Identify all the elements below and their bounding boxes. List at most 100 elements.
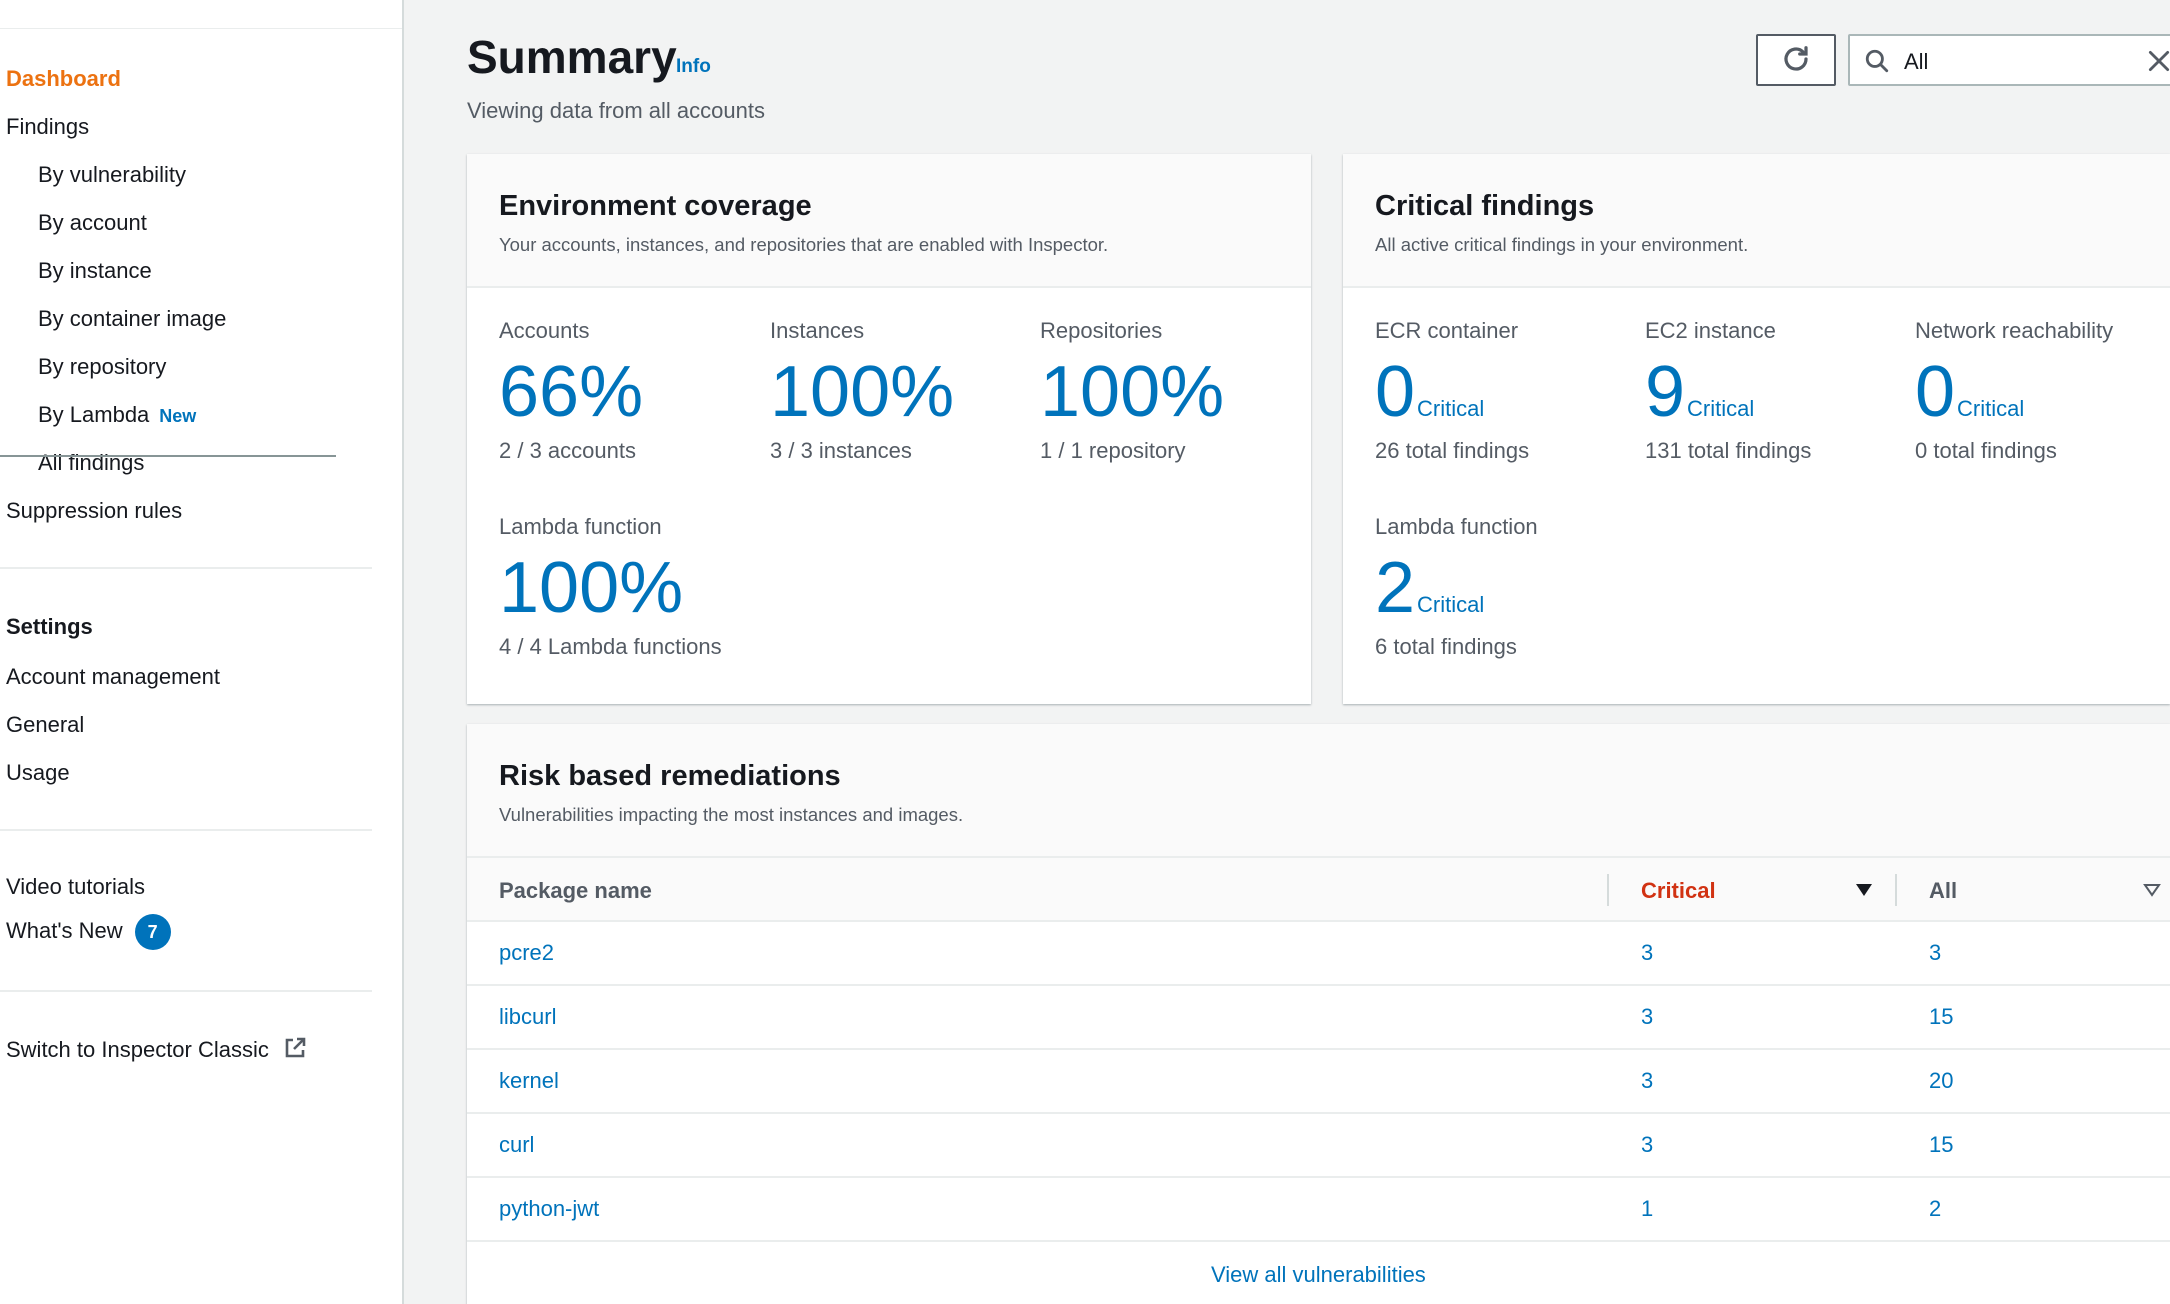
card-description: Vulnerabilities impacting the most insta…	[499, 804, 964, 825]
sidebar-item-usage[interactable]: Usage	[6, 760, 70, 785]
critical-label: Critical	[1417, 592, 1485, 617]
page-title: Summary	[467, 31, 677, 83]
caret-down-outline-icon[interactable]	[2143, 882, 2161, 898]
sidebar-item-account-management[interactable]: Account management	[6, 664, 221, 689]
card-title: Critical findings	[1375, 190, 1595, 222]
metric-value: 66%	[499, 352, 644, 432]
metric-ec2-instance[interactable]: EC2 instance 9Critical 131 total finding…	[1645, 318, 1905, 464]
all-count-link[interactable]: 3	[1929, 940, 1942, 965]
critical-count-link[interactable]: 3	[1641, 940, 1654, 965]
metric-label: Repositories	[1040, 318, 1163, 343]
column-separator	[1607, 874, 1609, 906]
sidebar-divider	[0, 829, 372, 831]
sidebar-item-general[interactable]: General	[6, 712, 85, 737]
account-filter-search[interactable]: All	[1848, 34, 2170, 86]
metric-subtext: 131 total findings	[1645, 438, 1812, 463]
metric-subtext: 2 / 3 accounts	[499, 438, 636, 463]
card-description: All active critical findings in your env…	[1375, 234, 1749, 255]
table-row: pcre2 3 3	[467, 922, 2170, 986]
critical-label: Critical	[1957, 396, 2025, 421]
all-count-link[interactable]: 2	[1929, 1196, 1942, 1221]
metric-subtext: 6 total findings	[1375, 634, 1517, 659]
table-row: kernel 3 20	[467, 1050, 2170, 1114]
sidebar-item-dashboard[interactable]: Dashboard	[6, 66, 121, 91]
search-input-value[interactable]: All	[1904, 49, 1929, 74]
card-header: Environment coverage Your accounts, inst…	[467, 154, 1311, 288]
critical-count-link[interactable]: 3	[1641, 1068, 1654, 1093]
sidebar-item-all-findings[interactable]: All findings	[38, 450, 145, 475]
critical-count-link[interactable]: 1	[1641, 1196, 1654, 1221]
sidebar-divider	[0, 990, 372, 992]
external-link-icon	[283, 1036, 307, 1060]
column-header-all[interactable]: All	[1929, 878, 1958, 903]
package-name-link[interactable]: python-jwt	[499, 1196, 600, 1221]
sidebar-item-switch-classic[interactable]: Switch to Inspector Classic	[6, 1036, 307, 1063]
critical-findings-card: Critical findings All active critical fi…	[1343, 154, 2170, 704]
sidebar-item-suppression-rules[interactable]: Suppression rules	[6, 498, 183, 523]
metric-label: Network reachability	[1915, 318, 2114, 343]
metric-subtext: 3 / 3 instances	[770, 438, 912, 463]
close-icon[interactable]	[2146, 48, 2170, 74]
metric-lambda-function: Lambda function 100% 4 / 4 Lambda functi…	[499, 514, 899, 660]
metric-number: 0	[1375, 352, 1416, 432]
metric-label: Instances	[770, 318, 865, 343]
info-link[interactable]: Info	[676, 56, 711, 77]
card-description: Your accounts, instances, and repositori…	[499, 234, 1109, 255]
metric-value[interactable]: 0Critical	[1375, 356, 1635, 428]
refresh-button[interactable]	[1756, 34, 1836, 86]
new-badge: New	[159, 406, 197, 426]
metric-ecr-container[interactable]: ECR container 0Critical 26 total finding…	[1375, 318, 1635, 464]
sidebar-top-divider	[0, 28, 402, 29]
column-header-package-name[interactable]: Package name	[499, 878, 652, 903]
metric-value: 100%	[499, 548, 684, 628]
metric-network-reachability[interactable]: Network reachability 0Critical 0 total f…	[1915, 318, 2170, 464]
sidebar-item-by-account[interactable]: By account	[38, 210, 147, 235]
critical-count-link[interactable]: 3	[1641, 1004, 1654, 1029]
card-header: Critical findings All active critical fi…	[1343, 154, 2170, 288]
package-name-link[interactable]: libcurl	[499, 1004, 557, 1029]
metric-value: 100%	[1040, 352, 1225, 432]
package-name-link[interactable]: curl	[499, 1132, 535, 1157]
column-header-critical[interactable]: Critical	[1641, 878, 1716, 903]
sidebar-item-by-container-image[interactable]: By container image	[38, 306, 227, 331]
all-count-link[interactable]: 15	[1929, 1132, 1954, 1157]
page-subtitle: Viewing data from all accounts	[467, 98, 765, 123]
metric-instances: Instances 100% 3 / 3 instances	[770, 318, 1030, 464]
metric-label: EC2 instance	[1645, 318, 1776, 343]
caret-down-filled-icon[interactable]	[1855, 882, 1873, 898]
metric-lambda-function[interactable]: Lambda function 2Critical 6 total findin…	[1375, 514, 1635, 660]
critical-label: Critical	[1687, 396, 1755, 421]
metric-value[interactable]: 2Critical	[1375, 552, 1635, 624]
card-title: Environment coverage	[499, 190, 812, 222]
sidebar-item-whats-new[interactable]: What's New 7	[6, 914, 171, 950]
risk-remediations-card: Risk based remediations Vulnerabilities …	[467, 724, 2170, 1304]
metric-label: Lambda function	[1375, 514, 1538, 539]
sidebar-scroll-indicator	[0, 455, 336, 457]
metric-value: 100%	[770, 352, 955, 432]
metric-repositories: Repositories 100% 1 / 1 repository	[1040, 318, 1300, 464]
notification-count-badge: 7	[134, 914, 171, 950]
all-count-link[interactable]: 20	[1929, 1068, 1954, 1093]
package-name-link[interactable]: kernel	[499, 1068, 559, 1093]
critical-count-link[interactable]: 3	[1641, 1132, 1654, 1157]
metric-value[interactable]: 0Critical	[1915, 356, 2170, 428]
table-header: Package name Critical All	[467, 856, 2170, 922]
sidebar-item-by-instance[interactable]: By instance	[38, 258, 152, 283]
metric-subtext: 4 / 4 Lambda functions	[499, 634, 722, 659]
metric-value[interactable]: 9Critical	[1645, 356, 1905, 428]
environment-coverage-card: Environment coverage Your accounts, inst…	[467, 154, 1311, 704]
card-header: Risk based remediations Vulnerabilities …	[467, 724, 2170, 858]
all-count-link[interactable]: 15	[1929, 1004, 1954, 1029]
sidebar-item-findings[interactable]: Findings	[6, 114, 90, 139]
sidebar-item-by-vulnerability[interactable]: By vulnerability	[38, 162, 186, 187]
sidebar-item-by-lambda[interactable]: By Lambda New	[38, 402, 196, 428]
sidebar-item-video-tutorials[interactable]: Video tutorials	[6, 874, 146, 899]
sidebar-item-whats-new-label: What's New	[6, 917, 123, 943]
package-name-link[interactable]: pcre2	[499, 940, 555, 965]
sidebar-item-by-lambda-label: By Lambda	[38, 402, 150, 427]
refresh-icon	[1781, 44, 1811, 77]
view-all-vulnerabilities-link[interactable]: View all vulnerabilities	[1211, 1262, 1426, 1287]
critical-label: Critical	[1417, 396, 1485, 421]
sidebar-item-by-repository[interactable]: By repository	[38, 354, 167, 379]
metric-label: ECR container	[1375, 318, 1519, 343]
